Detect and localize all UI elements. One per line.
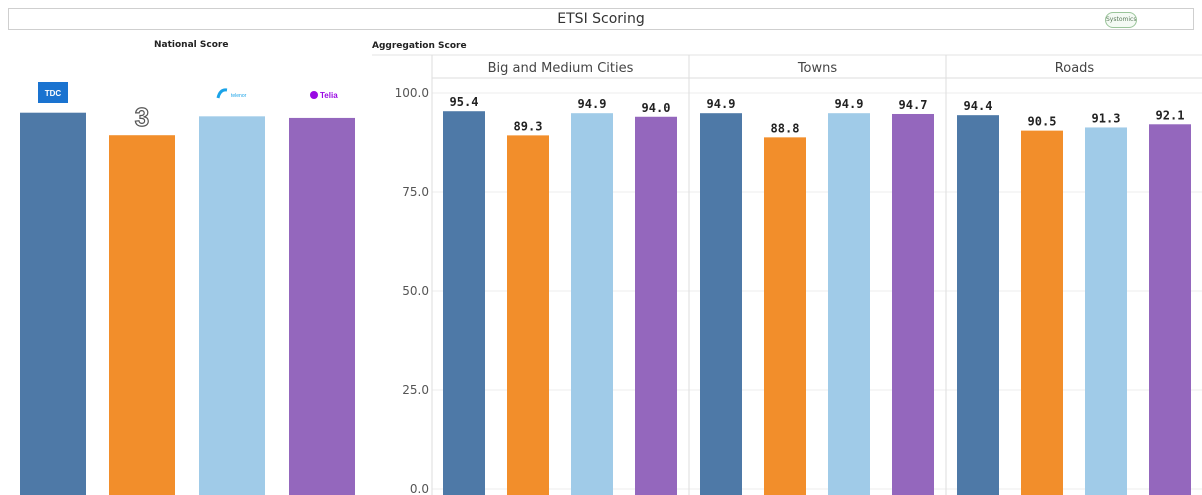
aggregation-bar <box>957 115 999 495</box>
y-tick-label: 50.0 <box>402 284 429 298</box>
title-bar: ETSI Scoring Systomics <box>8 8 1194 30</box>
y-tick-label: 0.0 <box>410 482 429 495</box>
aggregation-bar <box>571 113 613 495</box>
aggregation-bar <box>1021 130 1063 495</box>
systomics-logo: Systomics <box>1105 12 1137 28</box>
aggregation-bar <box>635 116 677 495</box>
group-header-label: Big and Medium Cities <box>488 61 634 76</box>
y-tick-label: 100.0 <box>395 86 429 100</box>
aggregation-data-label: 95.4 <box>450 95 479 109</box>
national-bar-2 <box>199 116 265 495</box>
three-logo-icon: 3 <box>135 102 149 132</box>
aggregation-data-label: 94.0 <box>642 101 671 115</box>
telia-logo-text: Telia <box>320 91 338 100</box>
tdc-logo-icon <box>38 82 68 103</box>
national-bar-1 <box>109 135 175 495</box>
aggregation-score-title: Aggregation Score <box>372 41 467 51</box>
aggregation-bar <box>507 135 549 495</box>
y-tick-label: 25.0 <box>402 383 429 397</box>
group-header-label: Roads <box>1055 61 1095 76</box>
page-title: ETSI Scoring <box>557 11 645 27</box>
aggregation-bar <box>1085 127 1127 495</box>
telenor-logo-text: telenor <box>231 93 247 99</box>
aggregation-bar <box>700 113 742 495</box>
national-score-title: National Score <box>154 40 229 50</box>
aggregation-bar <box>1149 124 1191 495</box>
telenor-logo-icon <box>216 88 228 99</box>
aggregation-bar <box>443 111 485 495</box>
aggregation-bar <box>892 113 934 495</box>
aggregation-bar <box>764 137 806 495</box>
y-tick-label: 75.0 <box>402 185 429 199</box>
telia-logo-icon <box>310 91 318 99</box>
tdc-logo-text: TDC <box>45 89 62 98</box>
aggregation-data-label: 94.9 <box>835 97 864 111</box>
aggregation-data-label: 94.7 <box>899 98 928 112</box>
aggregation-data-label: 94.4 <box>964 99 993 113</box>
aggregation-data-label: 90.5 <box>1028 115 1057 129</box>
group-header-label: Towns <box>797 61 838 76</box>
aggregation-data-label: 94.9 <box>578 97 607 111</box>
aggregation-data-label: 92.1 <box>1156 108 1185 122</box>
aggregation-bar <box>828 113 870 495</box>
aggregation-data-label: 91.3 <box>1092 111 1121 125</box>
aggregation-data-label: 89.3 <box>514 119 543 133</box>
aggregation-data-label: 94.9 <box>707 97 736 111</box>
aggregation-data-label: 88.8 <box>771 121 800 135</box>
national-bar-0 <box>20 112 86 495</box>
national-bar-3 <box>289 117 355 495</box>
